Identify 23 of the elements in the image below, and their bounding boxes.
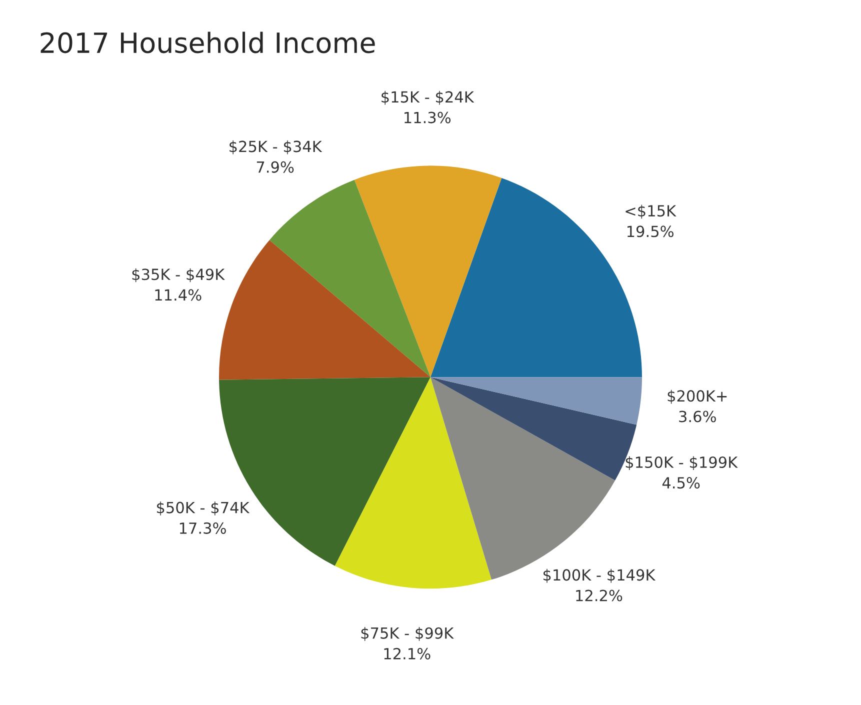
slice-label: <$15K bbox=[626, 204, 676, 219]
slice-label: $75K - $99K bbox=[361, 627, 454, 641]
slice-label: $25K - $34K bbox=[230, 140, 322, 154]
pie-slice bbox=[354, 166, 502, 378]
slice-label: $100K - $149K bbox=[543, 568, 656, 583]
data-label: 11.4% bbox=[155, 289, 202, 301]
chart-title: 2017 Household Income bbox=[40, 32, 375, 54]
slice-label: $50K - $74K bbox=[156, 502, 250, 516]
data-label: 17.3% bbox=[180, 522, 226, 534]
slice-label: $200K+ bbox=[668, 390, 727, 404]
slice-label: $35K - $49K bbox=[132, 268, 225, 282]
data-label: 19.5% bbox=[627, 226, 674, 238]
pie-slice bbox=[430, 377, 642, 425]
data-label: 12.2% bbox=[576, 590, 622, 602]
slice-label: $15K - $24K bbox=[382, 90, 474, 105]
pie-slice bbox=[334, 377, 492, 589]
pie-slice bbox=[269, 180, 430, 378]
data-label: 4.5% bbox=[662, 477, 700, 489]
data-label: 12.1% bbox=[384, 648, 430, 660]
data-label: 3.6% bbox=[679, 410, 716, 422]
slice-label: $150K - $199K bbox=[626, 456, 738, 470]
data-label: 7.9% bbox=[256, 161, 294, 173]
data-label: 11.3% bbox=[404, 112, 451, 124]
